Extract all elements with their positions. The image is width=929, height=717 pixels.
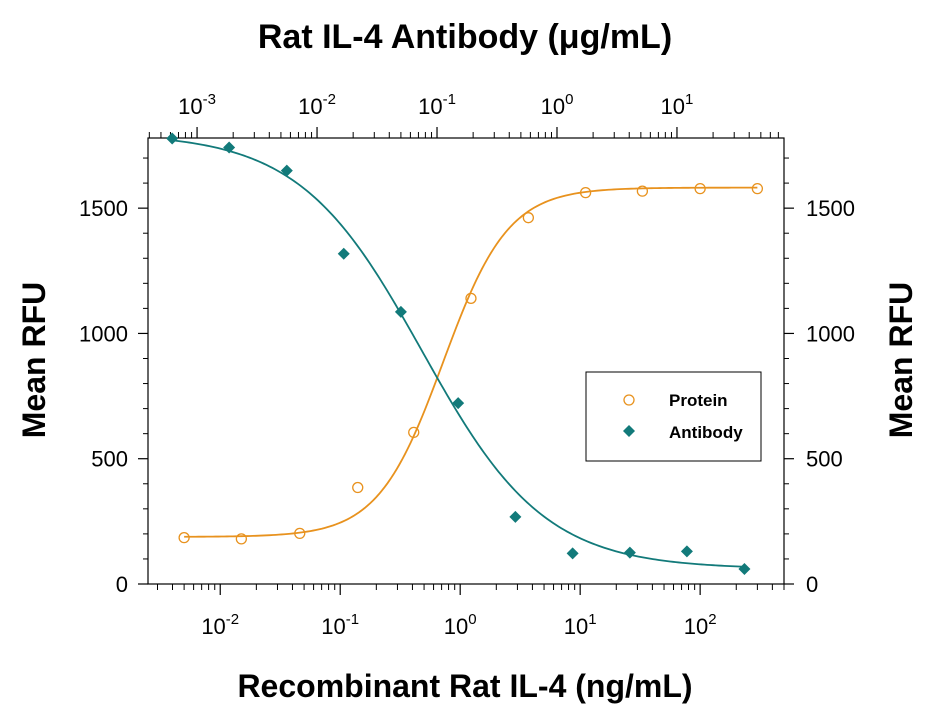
data-point-antibody	[223, 141, 236, 154]
data-point-antibody	[680, 545, 693, 558]
data-point-protein	[751, 182, 764, 195]
left-axis-title: Mean RFU	[16, 282, 52, 438]
data-point-antibody	[337, 247, 350, 260]
data-point-antibody	[623, 546, 636, 559]
x-bottom-tick-label: 10-2	[201, 611, 239, 639]
fit-curve-antibody	[172, 139, 745, 568]
y-tick-label-right: 1000	[806, 321, 855, 346]
data-point-protein	[235, 533, 248, 545]
fit-curve-protein	[184, 186, 758, 538]
data-point-antibody	[452, 397, 465, 410]
bottom-axis-title: Recombinant Rat IL-4 (ng/mL)	[237, 668, 692, 704]
top-axis-title: Rat IL-4 Antibody (μg/mL)	[258, 18, 672, 56]
x-bottom-tick-label: 101	[564, 611, 597, 639]
data-point-protein	[352, 481, 364, 494]
data-point-antibody	[509, 510, 522, 523]
plot-frame	[147, 137, 785, 585]
data-point-antibody	[394, 305, 407, 318]
x-top-tick-label: 10-2	[298, 91, 336, 119]
data-point-antibody	[280, 164, 293, 177]
y-tick-label-left: 1500	[79, 196, 128, 221]
data-point-antibody	[166, 132, 179, 145]
x-top-tick-label: 101	[661, 91, 694, 119]
x-top-tick-label: 10-1	[418, 91, 456, 119]
legend: Protein Antibody	[585, 371, 762, 462]
x-top-tick-label: 10-3	[178, 91, 216, 119]
data-point-protein	[408, 426, 420, 439]
y-tick-label-right: 1500	[806, 196, 855, 221]
x-bottom-tick-label: 102	[684, 611, 717, 639]
y-tick-label-right: 500	[806, 447, 843, 472]
y-tick-label-right: 0	[806, 572, 818, 597]
legend-antibody-label: Antibody	[669, 423, 743, 442]
fit-curves	[172, 139, 758, 568]
data-point-protein	[522, 212, 535, 224]
y-tick-label-left: 0	[116, 572, 128, 597]
data-point-protein	[178, 531, 190, 544]
x-bottom-tick-label: 10-1	[321, 611, 359, 639]
y-tick-label-left: 500	[91, 447, 128, 472]
data-point-antibody	[738, 562, 751, 575]
legend-box	[585, 371, 762, 462]
tick-layer: 0 0 500 500 1000 1000 1500 1500 10-2 10-1 100 101 10…	[79, 91, 855, 639]
data-point-protein	[465, 292, 477, 305]
legend-protein-marker	[623, 394, 635, 406]
x-top-tick-label: 100	[541, 91, 574, 119]
x-bottom-tick-label: 100	[444, 611, 477, 639]
data-points	[166, 132, 764, 575]
data-point-protein	[294, 527, 306, 540]
legend-antibody-marker	[623, 425, 635, 437]
legend-protein-label: Protein	[669, 391, 728, 410]
data-point-protein	[694, 182, 706, 195]
data-point-protein	[579, 186, 592, 199]
data-point-protein	[636, 185, 649, 197]
y-tick-label-left: 1000	[79, 321, 128, 346]
data-point-antibody	[566, 547, 579, 560]
right-axis-title: Mean RFU	[883, 282, 919, 438]
